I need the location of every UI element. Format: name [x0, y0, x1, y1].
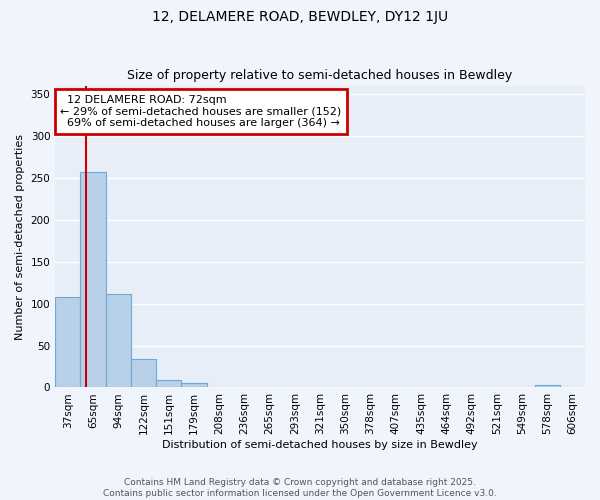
Text: Contains HM Land Registry data © Crown copyright and database right 2025.
Contai: Contains HM Land Registry data © Crown c…: [103, 478, 497, 498]
Bar: [156, 380, 181, 388]
Bar: [181, 384, 206, 388]
Text: 12 DELAMERE ROAD: 72sqm
← 29% of semi-detached houses are smaller (152)
  69% of: 12 DELAMERE ROAD: 72sqm ← 29% of semi-de…: [61, 95, 342, 128]
Bar: [131, 359, 156, 388]
Bar: [535, 385, 560, 388]
Bar: [80, 172, 106, 388]
Text: 12, DELAMERE ROAD, BEWDLEY, DY12 1JU: 12, DELAMERE ROAD, BEWDLEY, DY12 1JU: [152, 10, 448, 24]
Title: Size of property relative to semi-detached houses in Bewdley: Size of property relative to semi-detach…: [127, 69, 513, 82]
Bar: [106, 294, 131, 388]
X-axis label: Distribution of semi-detached houses by size in Bewdley: Distribution of semi-detached houses by …: [162, 440, 478, 450]
Bar: [55, 297, 80, 388]
Y-axis label: Number of semi-detached properties: Number of semi-detached properties: [15, 134, 25, 340]
